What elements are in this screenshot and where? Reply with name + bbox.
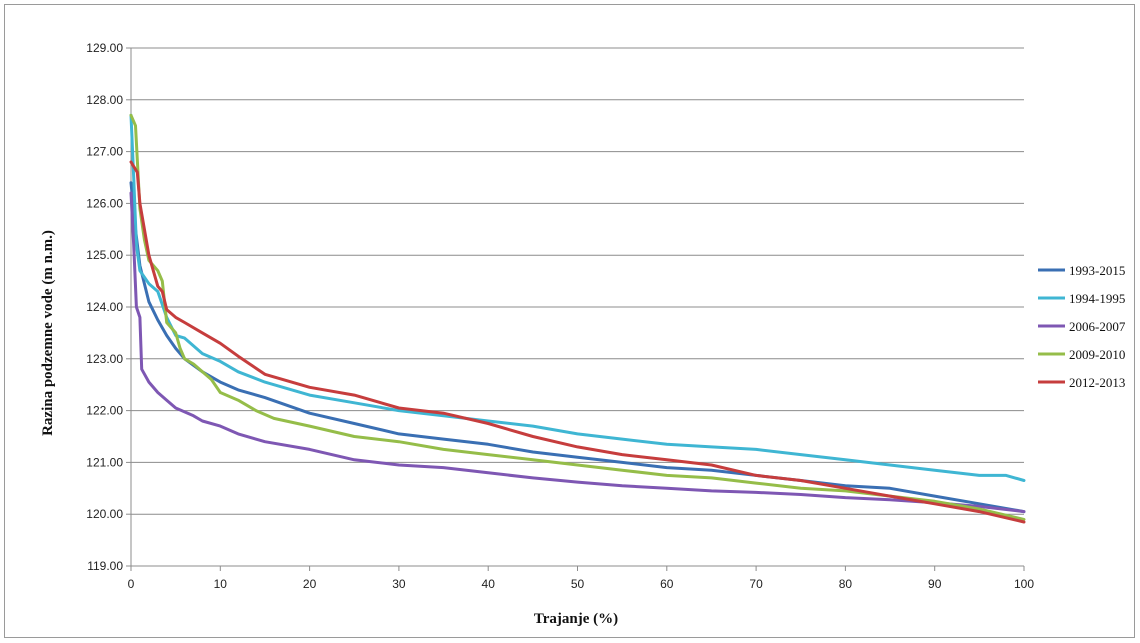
y-tick-label: 124.00 — [86, 300, 123, 314]
y-tick-label: 123.00 — [86, 352, 123, 366]
legend: 1993-2015 1994-1995 2006-2007 2009-2010 2012… — [1038, 263, 1126, 390]
y-axis-title: Razina podzemne vode (m n.m.) — [40, 230, 56, 436]
chart-frame — [4, 4, 1135, 638]
x-tick-label: 60 — [660, 577, 674, 591]
y-tick-label: 129.00 — [86, 41, 123, 55]
y-tick-label: 128.00 — [86, 93, 123, 107]
y-tick-label: 121.00 — [86, 455, 123, 469]
x-tick-label: 20 — [303, 577, 317, 591]
y-axis-ticks: 119.00 120.00 121.00 122.00 123.00 124.00 125.… — [86, 41, 131, 573]
series-line-2012-2013 — [129, 160, 1026, 524]
series-line-2009-2010 — [129, 113, 1026, 521]
x-tick-label: 70 — [749, 577, 763, 591]
y-tick-label: 127.00 — [86, 145, 123, 159]
x-tick-label: 50 — [571, 577, 585, 591]
legend-label-1994-1995: 1994-1995 — [1069, 291, 1125, 306]
x-axis-title: Trajanje (%) — [534, 611, 618, 627]
legend-label-1993-2015: 1993-2015 — [1069, 263, 1125, 278]
series-lines — [129, 113, 1026, 524]
x-tick-label: 40 — [482, 577, 496, 591]
x-tick-label: 0 — [128, 577, 135, 591]
x-tick-label: 100 — [1014, 577, 1034, 591]
x-tick-label: 10 — [214, 577, 228, 591]
y-tick-label: 126.00 — [86, 196, 123, 210]
x-tick-label: 30 — [392, 577, 406, 591]
y-tick-label: 122.00 — [86, 404, 123, 418]
legend-label-2012-2013: 2012-2013 — [1069, 375, 1125, 390]
y-tick-label: 120.00 — [86, 507, 123, 521]
x-axis-ticks: 0 10 20 30 40 50 60 70 80 90 100 — [128, 566, 1034, 591]
y-tick-label: 125.00 — [86, 248, 123, 262]
series-line-1994-1995 — [129, 113, 1026, 482]
legend-label-2006-2007: 2006-2007 — [1069, 319, 1126, 334]
y-tick-label: 119.00 — [87, 559, 123, 573]
x-tick-label: 90 — [928, 577, 942, 591]
legend-label-2009-2010: 2009-2010 — [1069, 347, 1125, 362]
x-tick-label: 80 — [839, 577, 853, 591]
gridlines — [131, 47, 1024, 515]
series-line-2006-2007 — [129, 191, 1026, 514]
